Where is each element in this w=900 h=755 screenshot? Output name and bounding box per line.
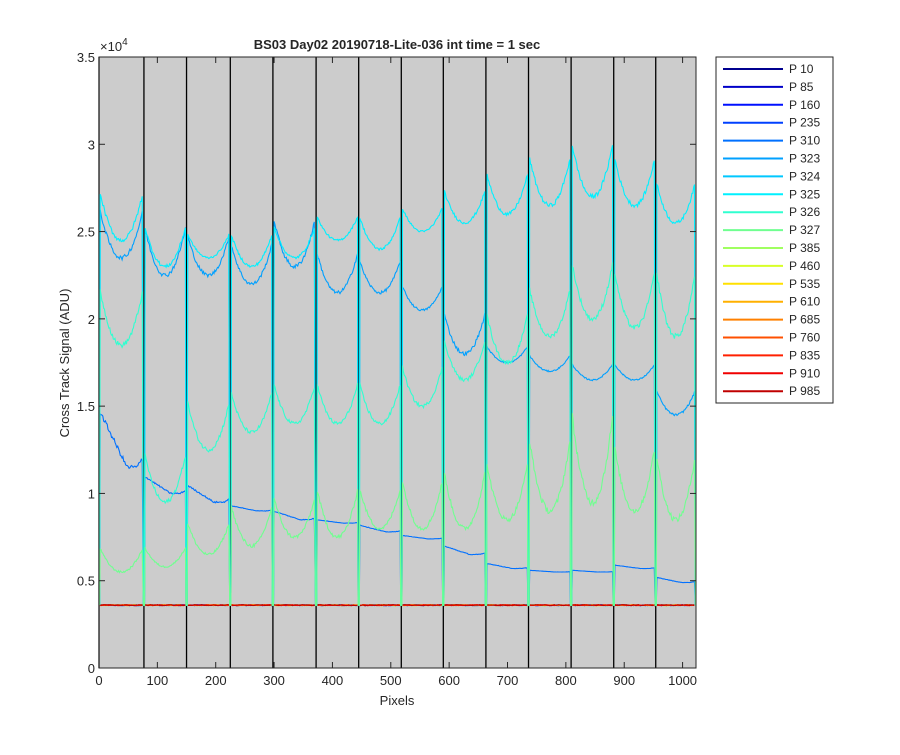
y-tick-label-7: 3.5 [77,50,95,65]
legend-label-18: P 985 [789,384,820,398]
legend-label-15: P 760 [789,331,820,345]
y-tick-label-5: 2.5 [77,225,95,240]
series-line-8 [99,262,696,606]
y-tick-label-3: 1.5 [77,399,95,414]
legend-label-4: P 310 [789,134,820,148]
y-exponent-label: ×104 [100,37,128,54]
series-line-7 [99,145,696,606]
series-line-5 [99,209,696,606]
legend-label-12: P 535 [789,277,820,291]
legend-label-2: P 160 [789,98,820,112]
legend-label-3: P 235 [789,116,820,130]
x-tick-label-5: 500 [380,673,402,688]
x-tick-label-1: 100 [147,673,169,688]
plot-background [99,57,696,668]
series-line-9 [99,413,696,606]
legend-label-5: P 323 [789,152,820,166]
legend-label-13: P 610 [789,295,820,309]
legend: P 10 P 85 P 160 P 235 P 310 P 323 P 324 P 325 P … [715,56,834,404]
series-line-4 [99,412,696,606]
x-tick-label-3: 300 [263,673,285,688]
vertical-gridlines [98,57,657,668]
legend-label-10: P 385 [789,241,820,255]
legend-label-1: P 85 [789,80,814,94]
x-axis: 0 100 200 300 400 500 600 700 800 900 1000 [95,57,697,688]
x-tick-label-9: 900 [613,673,635,688]
y-tick-label-0: 0 [88,661,95,676]
y-tick-label-2: 1 [88,486,95,501]
legend-label-0: P 10 [789,62,814,76]
x-tick-label-6: 600 [438,673,460,688]
x-tick-label-0: 0 [95,673,102,688]
legend-label-14: P 685 [789,313,820,327]
y-tick-label-6: 3 [88,137,95,152]
x-tick-label-8: 800 [555,673,577,688]
legend-label-8: P 326 [789,205,820,219]
plot-frame [98,56,697,669]
series-line-18 [98,604,695,607]
chart-title: BS03 Day02 20190718-Lite-036 int time = … [254,37,541,52]
y-tick-label-1: 0.5 [77,574,95,589]
y-axis: 0 0.5 1 1.5 2 2.5 3 3.5 [77,50,696,676]
x-tick-label-2: 200 [205,673,227,688]
x-axis-label: Pixels [380,693,415,708]
y-tick-label-4: 2 [88,312,95,327]
legend-label-9: P 327 [789,223,820,237]
x-tick-label-4: 400 [322,673,344,688]
x-tick-label-7: 700 [497,673,519,688]
x-tick-label-10: 1000 [668,673,697,688]
y-axis-label: Cross Track Signal (ADU) [57,289,72,438]
legend-label-7: P 325 [789,187,820,201]
legend-label-17: P 910 [789,366,820,380]
legend-label-6: P 324 [789,169,820,183]
legend-label-11: P 460 [789,259,820,273]
legend-label-16: P 835 [789,348,820,362]
series-layer [98,145,696,607]
